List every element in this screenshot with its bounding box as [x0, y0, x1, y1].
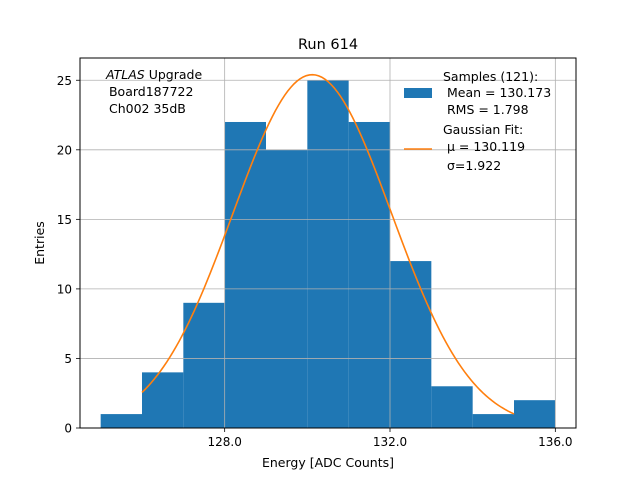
legend-fit-title: Gaussian Fit:	[443, 122, 523, 137]
legend-samples-patch	[404, 88, 432, 98]
histogram-bar	[349, 122, 390, 428]
annotation-atlas: ATLAS	[105, 67, 145, 82]
legend-samples-mean: Mean = 130.173	[443, 85, 551, 100]
y-tick-label: 15	[57, 213, 72, 227]
histogram-bar	[390, 261, 431, 428]
y-tick-label: 20	[57, 143, 72, 157]
legend-samples-rms: RMS = 1.798	[443, 102, 529, 117]
legend-samples-title: Samples (121):	[443, 69, 538, 84]
histogram-bar	[307, 80, 348, 428]
histogram-bar	[473, 414, 514, 428]
histogram-bar	[142, 372, 183, 428]
histogram-chart: Run 614 128.0 132.0 136.0 0 5 10 15 20 25 Energ…	[0, 0, 640, 480]
y-tick-label: 5	[64, 352, 72, 366]
annotation-line-2: Board187722	[105, 84, 193, 99]
annotation-line-1: ATLAS Upgrade	[105, 67, 202, 82]
histogram-bar	[514, 400, 555, 428]
y-tick-label: 25	[57, 74, 72, 88]
histogram-bar	[431, 386, 472, 428]
x-tick-label: 132.0	[373, 435, 407, 449]
histogram-bar	[101, 414, 142, 428]
annotation-line-3: Ch002 35dB	[105, 101, 186, 116]
x-tick-label: 128.0	[207, 435, 241, 449]
y-axis-label: Entries	[32, 221, 47, 265]
y-tick-label: 0	[64, 422, 72, 436]
legend-fit-sigma: σ=1.922	[443, 158, 501, 173]
annotation-upgrade: Upgrade	[145, 67, 203, 82]
histogram-bar	[225, 122, 266, 428]
y-tick-label: 10	[57, 282, 72, 296]
legend-fit-mu: μ = 130.119	[443, 139, 525, 154]
x-axis-label: Energy [ADC Counts]	[262, 455, 394, 470]
chart-title: Run 614	[298, 37, 358, 53]
x-tick-label: 136.0	[538, 435, 572, 449]
